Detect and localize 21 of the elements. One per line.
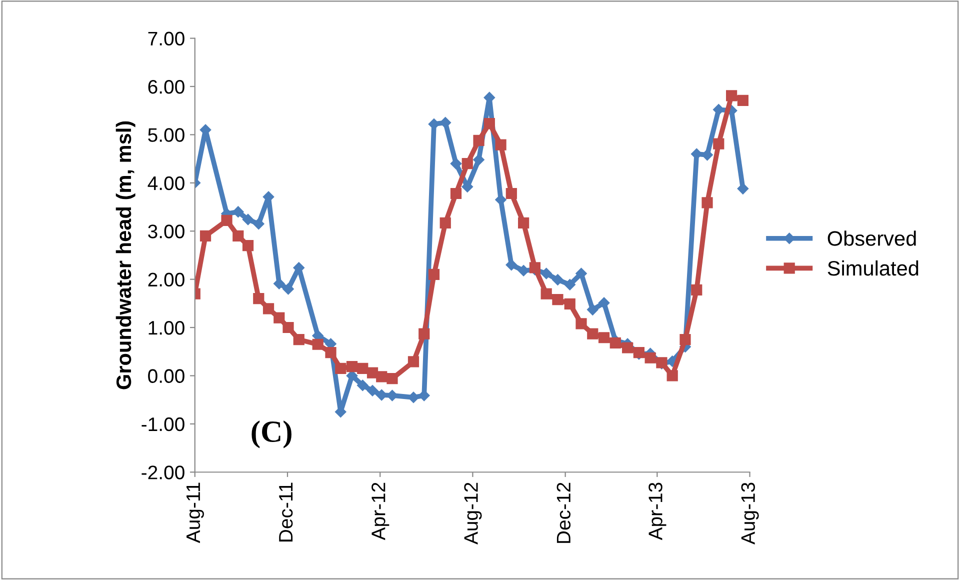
x-tick-label: Apr-12 <box>372 482 390 540</box>
legend-label: Observed <box>828 230 916 246</box>
y-tick-label: 1.00 <box>148 320 184 335</box>
x-tick-label: Aug-13 <box>741 482 759 544</box>
y-axis-title: Groundwater head (m, msl) <box>116 121 136 390</box>
x-tick-label: Aug-12 <box>464 482 482 544</box>
y-tick-label: 5.00 <box>148 128 184 142</box>
legend-label: Simulated <box>828 260 918 276</box>
y-tick-label: -1.00 <box>142 417 184 432</box>
x-tick-label: Dec-11 <box>279 482 293 542</box>
y-tick-label: 2.00 <box>148 272 184 287</box>
y-tick-label: 7.00 <box>148 32 184 46</box>
annotation: (C) <box>252 420 292 448</box>
y-tick-label: -2.00 <box>142 466 184 480</box>
x-tick-label: Dec-12 <box>556 482 571 543</box>
y-tick-label: 0.00 <box>148 369 184 383</box>
x-tick-label: Aug-11 <box>186 482 204 544</box>
x-tick-label: Apr-13 <box>648 482 666 540</box>
y-tick-label: 3.00 <box>148 224 184 238</box>
y-tick-label: 4.00 <box>148 176 184 190</box>
y-tick-label: 6.00 <box>148 80 184 94</box>
